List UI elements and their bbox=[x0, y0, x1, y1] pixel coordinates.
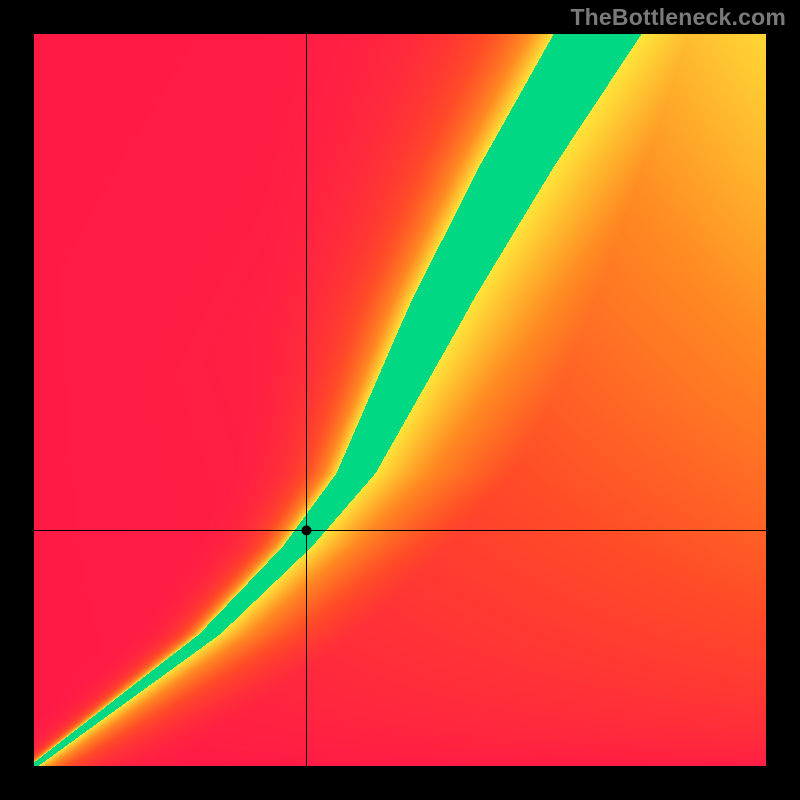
heatmap-canvas bbox=[34, 34, 766, 766]
chart-frame: TheBottleneck.com bbox=[0, 0, 800, 800]
watermark-text: TheBottleneck.com bbox=[570, 4, 786, 31]
